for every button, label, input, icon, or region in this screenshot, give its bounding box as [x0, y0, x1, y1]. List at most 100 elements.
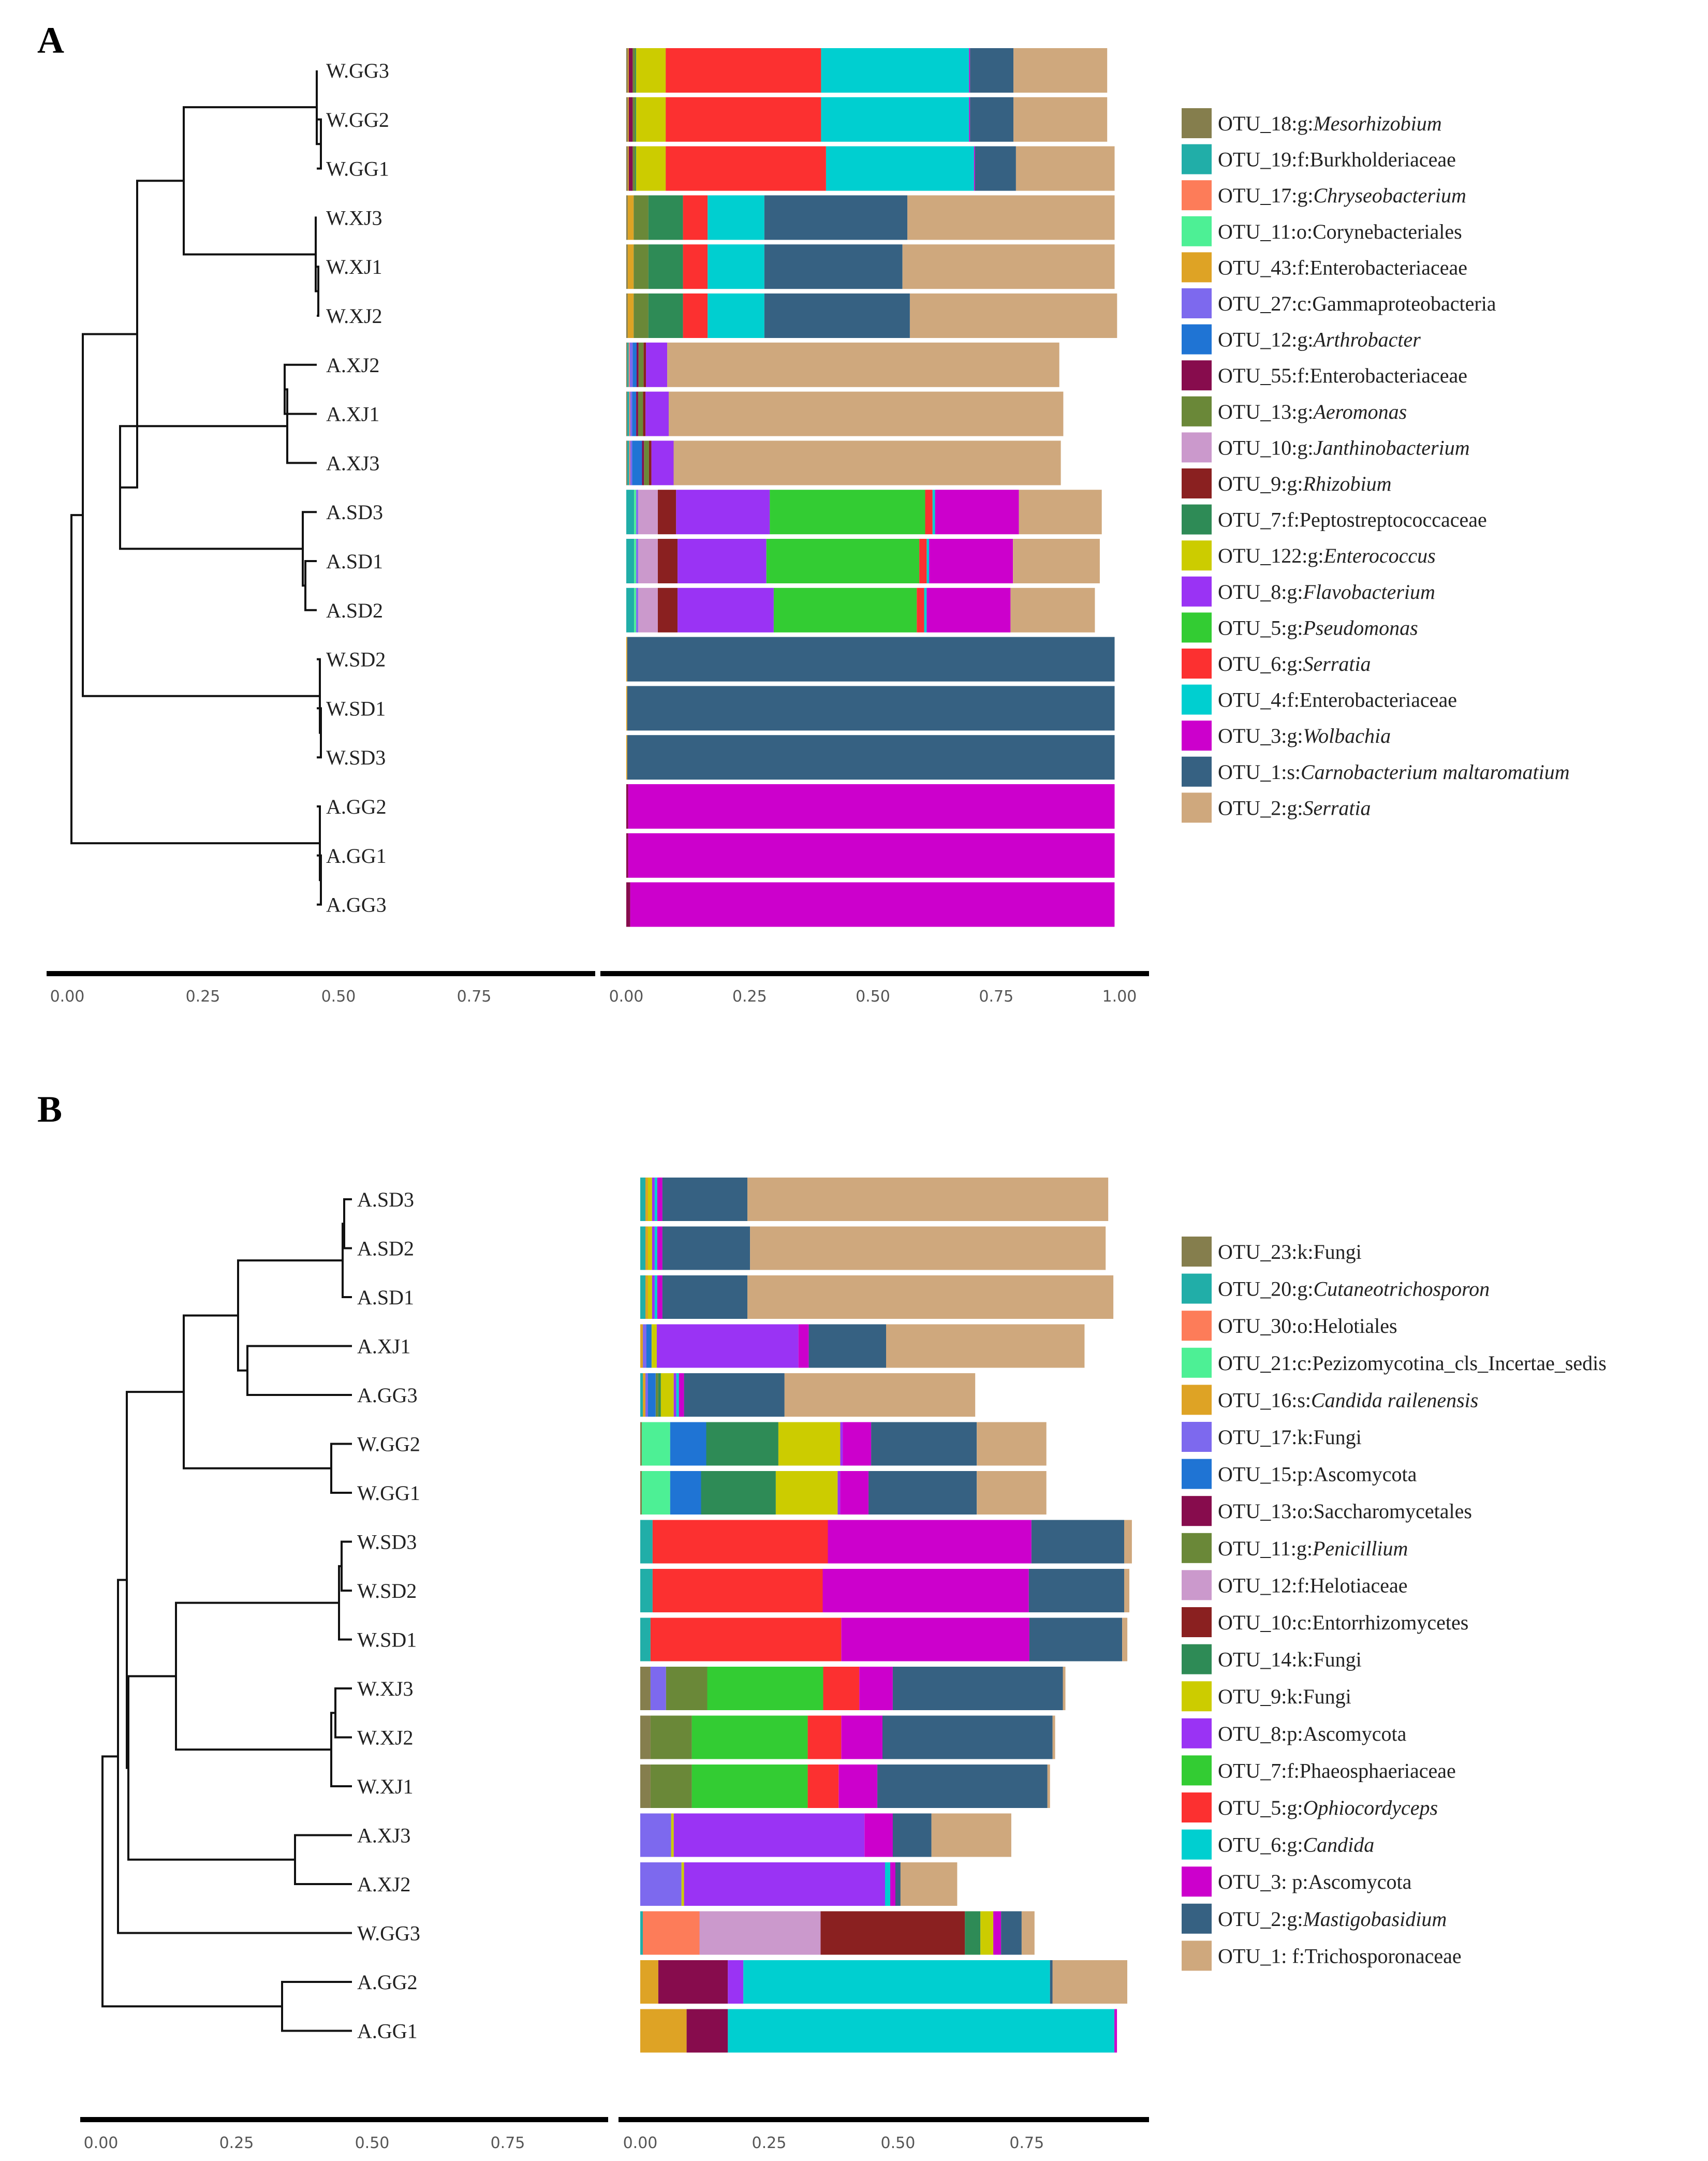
legend-taxon: Corynebacteriales: [1313, 220, 1462, 243]
sample-label: W.SD2: [357, 1579, 417, 1603]
bar-segment: [826, 146, 974, 191]
bar-segment: [820, 1911, 965, 1955]
legend-swatch: [1182, 1570, 1212, 1600]
legend-label: OTU_13:o:Saccharomycetales: [1218, 1500, 1472, 1523]
sample-label: A.GG1: [357, 2020, 418, 2043]
bar-row-W.XJ1: [626, 244, 1115, 289]
bar-segment: [1001, 1911, 1022, 1955]
legend-prefix: OTU_17:k:: [1218, 1425, 1313, 1449]
bar-segment: [743, 1960, 1050, 2004]
bar-row-A.SD1: [626, 539, 1100, 583]
bar-segment: [910, 293, 1117, 338]
bar-segment: [895, 1862, 901, 1906]
legend-item: OTU_10:g:Janthinobacterium: [1182, 432, 1470, 463]
bar-segment: [656, 1324, 799, 1368]
bar-tick-label: 0.50: [881, 2134, 916, 2152]
bar-segment: [728, 1960, 744, 2004]
legend-taxon: Pezizomycotina_cls_Incertae_sedis: [1312, 1351, 1607, 1375]
sample-label: W.XJ2: [357, 1726, 414, 1750]
legend-item: OTU_4:f:Enterobacteriaceae: [1182, 684, 1457, 715]
bar-row-A.SD3: [626, 490, 1102, 535]
legend-taxon: Trichosporonaceae: [1305, 1944, 1462, 1967]
bar-segment: [636, 97, 666, 142]
legend-prefix: OTU_55:f:: [1218, 364, 1310, 387]
bar-segment: [635, 146, 637, 191]
legend-item: OTU_2:g:Mastigobasidium: [1182, 1903, 1447, 1934]
bar-segment: [640, 1324, 643, 1368]
bar-segment: [1031, 1520, 1124, 1564]
bar-segment: [1013, 97, 1108, 142]
legend-label: OTU_8:p:Ascomycota: [1218, 1722, 1407, 1745]
sample-label: W.XJ3: [357, 1677, 414, 1700]
bar-segment: [683, 244, 708, 289]
bar-segment: [766, 539, 920, 583]
bar-segment: [764, 244, 903, 289]
bar-segment: [650, 1765, 692, 1808]
bar-segment: [627, 244, 634, 289]
legend-item: OTU_18:g:Mesorhizobium: [1182, 108, 1442, 138]
bar-segment: [662, 1178, 748, 1221]
bar-tick-label: 0.50: [856, 988, 890, 1006]
bar-segment: [669, 391, 1064, 436]
bar-segment: [640, 1667, 651, 1710]
legend-item: OTU_19:f:Burkholderiaceae: [1182, 144, 1456, 174]
legend-swatch: [1182, 540, 1212, 571]
bar-segment: [627, 195, 634, 240]
sample-label: A.GG3: [326, 893, 387, 917]
bar-segment: [643, 342, 646, 387]
legend-swatch: [1182, 396, 1212, 427]
bar-row-A.SD2: [626, 587, 1095, 633]
bar-segment: [673, 440, 1061, 486]
bar-row-A.XJ2: [640, 1862, 958, 1906]
bar-segment: [1122, 1618, 1128, 1662]
legend-prefix: OTU_122:g:: [1218, 544, 1323, 567]
bar-segment: [640, 1373, 643, 1417]
bar-row-W.GG2: [626, 97, 1108, 142]
legend-taxon: Enterobacteriaceae: [1300, 688, 1457, 712]
bar-segment: [626, 686, 627, 731]
legend-taxon: Candida railenensis: [1311, 1388, 1478, 1412]
panel-b: B A.SD3 A.SD2 A.SD1 A.XJ1 A.GG3 W.GG2 W.GG1 W.S…: [37, 1089, 1607, 2152]
legend-taxon: Ascomycota: [1313, 1463, 1417, 1486]
bar-segment: [629, 342, 633, 387]
bar-segment: [1047, 1765, 1050, 1808]
bar-segment: [634, 539, 636, 583]
legend-prefix: OTU_4:f:: [1218, 688, 1300, 712]
legend-taxon: Ascomycota: [1308, 1870, 1411, 1893]
legend-prefix: OTU_10:c:: [1218, 1611, 1312, 1634]
legend-prefix: OTU_10:g:: [1218, 436, 1313, 459]
panel-a-letter: A: [37, 20, 64, 61]
bar-segment: [638, 490, 658, 535]
legend-label: OTU_2:g:Mastigobasidium: [1218, 1907, 1447, 1931]
legend-item: OTU_11:o:Corynebacteriales: [1182, 216, 1462, 246]
bar-segment: [645, 1226, 648, 1270]
sample-label: A.SD2: [326, 599, 383, 622]
legend-swatch: [1182, 1273, 1212, 1304]
bar-segment: [643, 1324, 646, 1368]
axis-ticks-b: 0.00 0.25 0.50 0.75 0.00 0.25 0.50 0.75: [84, 2134, 1044, 2152]
legend-swatch: [1182, 108, 1212, 138]
legend-label: OTU_8:g:Flavobacterium: [1218, 580, 1435, 604]
legend-prefix: OTU_6:g:: [1218, 1833, 1303, 1857]
bar-segment: [626, 146, 628, 191]
bar-segment: [626, 244, 628, 289]
legend-taxon: Janthinobacterium: [1313, 436, 1469, 459]
bar-segment: [632, 97, 636, 142]
bar-tick-label: 0.00: [609, 988, 644, 1006]
bar-segment: [626, 833, 628, 878]
sample-label: W.XJ2: [326, 304, 382, 328]
bar-segment: [640, 1715, 651, 1759]
bar-row-W.GG1: [626, 146, 1115, 191]
legend-item: OTU_12:f:Helotiaceae: [1182, 1570, 1408, 1600]
bar-tick-label: 0.00: [623, 2134, 658, 2152]
legend-swatch: [1182, 1385, 1212, 1415]
legend-label: OTU_23:k:Fungi: [1218, 1240, 1362, 1263]
legend-swatch: [1182, 792, 1212, 823]
legend-taxon: Rhizobium: [1302, 472, 1391, 495]
bar-segment: [648, 244, 683, 289]
bar-segment: [691, 1715, 808, 1759]
legend-label: OTU_7:f:Phaeosphaeriaceae: [1218, 1759, 1456, 1782]
bar-segment: [626, 97, 628, 142]
legend-label: OTU_7:f:Peptostreptococcaceae: [1218, 508, 1487, 532]
